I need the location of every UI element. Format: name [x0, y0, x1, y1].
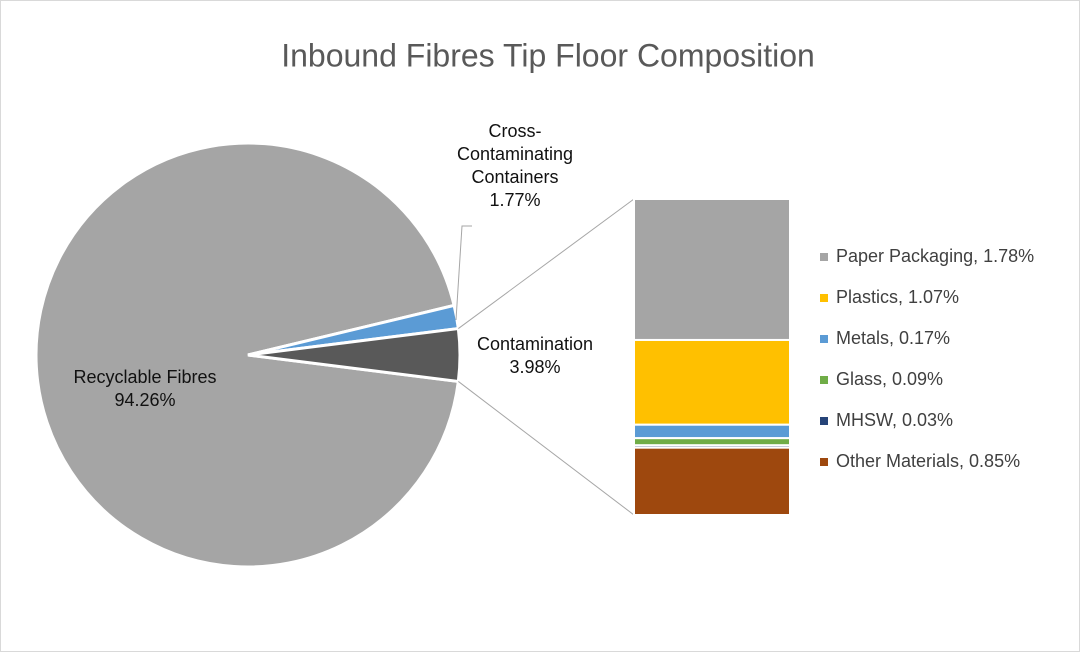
legend-marker: [820, 335, 828, 343]
legend-label: MHSW, 0.03%: [836, 410, 953, 430]
slice-label: Recyclable Fibres 94.26%: [40, 366, 250, 412]
bar-segment: [633, 423, 791, 440]
legend-marker: [820, 417, 828, 425]
value-label: 3.98%: [509, 357, 561, 377]
legend-label: Other Materials, 0.85%: [836, 451, 1020, 471]
legend-label: Metals, 0.17%: [836, 328, 950, 348]
pie-slice: [34, 141, 461, 569]
value-label: 94.26%: [114, 390, 176, 410]
legend-marker: [820, 458, 828, 466]
category-label: Cross-Contaminating Containers: [456, 121, 574, 187]
legend-marker: [820, 376, 828, 384]
pie-slice: [247, 326, 462, 384]
bar-segment: [633, 338, 791, 426]
connector-line: [458, 198, 635, 329]
connector-line: [458, 381, 635, 516]
legend-marker: [820, 253, 828, 261]
bar-segment: [633, 446, 791, 516]
category-label: Recyclable Fibres: [73, 367, 217, 387]
bar-segment: [633, 437, 791, 447]
chart-title: Inbound Fibres Tip Floor Composition: [281, 37, 815, 73]
category-label: Contamination: [476, 334, 594, 354]
legend-label: Paper Packaging, 1.78%: [836, 246, 1034, 266]
leader-line: [455, 225, 472, 321]
legend-label: Plastics, 1.07%: [836, 287, 959, 307]
legend-label: Glass, 0.09%: [836, 369, 943, 389]
bar-segment: [633, 198, 791, 341]
legend-marker: [820, 294, 828, 302]
slice-label: Contamination 3.98%: [455, 333, 615, 379]
value-label: 1.77%: [489, 190, 541, 210]
slice-label: Cross-Contaminating Containers 1.77%: [450, 120, 580, 212]
